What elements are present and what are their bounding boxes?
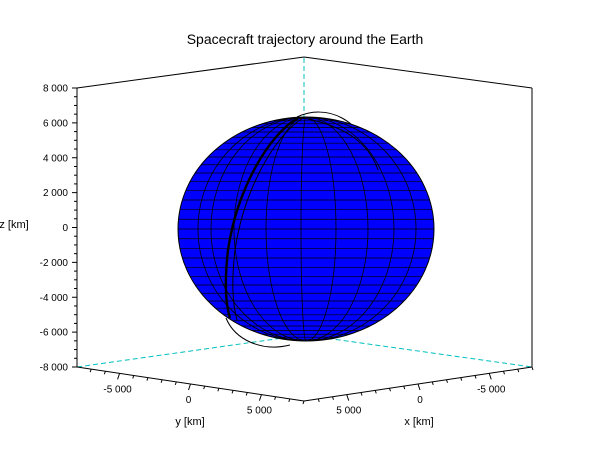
earth-sphere	[177, 116, 435, 342]
meridian-line	[300, 117, 307, 341]
chart-title: Spacecraft trajectory around the Earth	[187, 31, 424, 47]
x-minor-tick	[503, 371, 505, 375]
x-tick	[346, 394, 350, 401]
trajectory-front	[224, 116, 379, 321]
meridian-line	[210, 117, 307, 341]
x-tick	[417, 383, 421, 391]
trajectory-front-arc	[224, 116, 299, 319]
y-minor-tick	[274, 396, 277, 400]
y-minor-tick	[302, 400, 305, 405]
y-axis-label: y [km]	[175, 416, 204, 428]
z-tick-label: -4 000	[40, 293, 69, 304]
z-tick-label: 2 000	[43, 188, 68, 199]
x-minor-tick	[474, 375, 477, 379]
z-tick-label: 4 000	[43, 153, 68, 164]
y-tick	[258, 394, 262, 401]
x-minor-tick	[517, 368, 520, 373]
x-minor-tick	[360, 392, 363, 396]
y-axis: -5 000 0 5 000	[89, 368, 305, 417]
y-minor-tick	[103, 371, 106, 375]
x-minor-tick	[446, 379, 448, 383]
x-minor-tick	[460, 377, 463, 381]
z-tick-label: -8 000	[40, 363, 69, 374]
y-tick-label: 5 000	[247, 406, 272, 417]
meridian-line	[305, 117, 369, 341]
box-edge	[76, 56, 305, 89]
hidden-edge	[76, 334, 305, 368]
meridian-line	[305, 117, 395, 341]
y-minor-tick	[231, 390, 234, 394]
y-minor-tick	[174, 381, 177, 386]
z-tick-label: 8 000	[43, 84, 68, 95]
x-minor-tick	[403, 385, 406, 390]
x-axis: 5 000 0 -5 000	[317, 366, 534, 417]
y-minor-tick	[203, 385, 206, 390]
x-minor-tick	[332, 396, 334, 400]
x-minor-tick	[531, 366, 534, 371]
trajectory-front-arc-2	[232, 117, 304, 321]
x-tick-label: 5 000	[336, 406, 361, 417]
meridian-line	[305, 117, 337, 341]
y-tick	[117, 373, 121, 380]
x-tick-label: 0	[417, 395, 423, 406]
meridian-line	[265, 117, 307, 341]
z-axis-label: z [km]	[0, 219, 29, 231]
z-axis: 8 000 6 000 4 000 2 000 0 -2 000 -4 000 -6 000 -…	[40, 84, 77, 374]
y-tick-label: -5 000	[103, 384, 132, 395]
y-minor-tick	[160, 379, 163, 383]
z-tick-label: -6 000	[40, 328, 69, 339]
z-tick-label: 0	[62, 223, 68, 234]
y-minor-tick	[89, 368, 92, 373]
y-minor-tick	[245, 392, 248, 396]
x-minor-tick	[431, 381, 434, 386]
x-minor-tick	[374, 390, 377, 394]
trajectory-top-arc	[302, 117, 379, 171]
meridian-line	[233, 117, 307, 341]
hidden-edge	[303, 334, 533, 368]
z-tick-label: -2 000	[40, 258, 69, 269]
y-minor-tick	[288, 398, 291, 403]
y-minor-tick	[146, 377, 149, 381]
meridian-line	[305, 117, 417, 341]
x-minor-tick	[317, 398, 320, 403]
y-tick	[188, 383, 191, 391]
x-tick-label: -5 000	[477, 384, 506, 395]
x-axis-label: x [km]	[404, 416, 433, 428]
x-minor-tick	[389, 388, 391, 392]
y-minor-tick	[217, 388, 220, 392]
sphere-grid	[178, 117, 434, 341]
y-minor-tick	[132, 375, 135, 379]
x-tick	[488, 373, 492, 380]
y-tick-label: 0	[186, 395, 192, 406]
box-edge	[303, 56, 533, 89]
meridian-line	[197, 117, 307, 341]
z-tick-label: 6 000	[43, 118, 68, 129]
